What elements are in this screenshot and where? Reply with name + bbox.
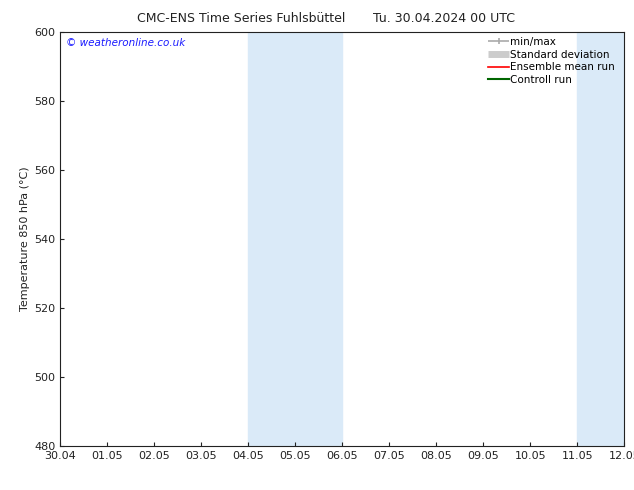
Bar xyxy=(578,32,624,446)
Text: Tu. 30.04.2024 00 UTC: Tu. 30.04.2024 00 UTC xyxy=(373,12,515,25)
Text: CMC-ENS Time Series Fuhlsbüttel: CMC-ENS Time Series Fuhlsbüttel xyxy=(137,12,345,25)
Y-axis label: Temperature 850 hPa (°C): Temperature 850 hPa (°C) xyxy=(20,167,30,311)
Text: © weatheronline.co.uk: © weatheronline.co.uk xyxy=(66,38,185,48)
Bar xyxy=(249,32,342,446)
Legend: min/max, Standard deviation, Ensemble mean run, Controll run: min/max, Standard deviation, Ensemble me… xyxy=(486,34,623,88)
